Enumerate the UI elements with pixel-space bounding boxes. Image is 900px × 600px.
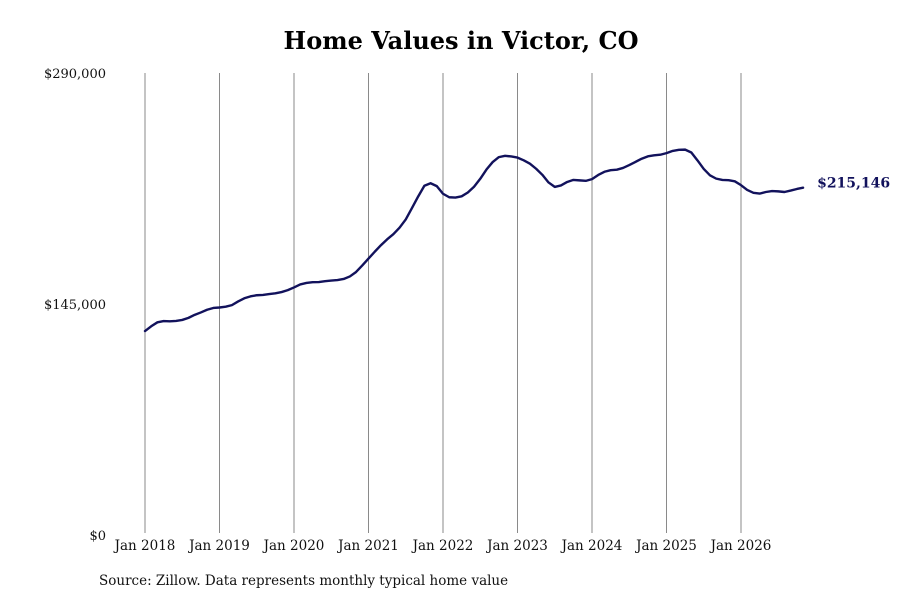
x-tick-label: Jan 2019 (187, 538, 250, 554)
x-tick-label: Jan 2025 (634, 538, 697, 554)
x-tick-label: Jan 2021 (336, 538, 399, 554)
x-tick-label: Jan 2024 (560, 538, 623, 554)
x-tick-label: Jan 2020 (262, 538, 325, 554)
series-line (143, 148, 805, 333)
x-tick-label: Jan 2018 (113, 538, 176, 554)
gridlines (144, 73, 742, 533)
x-tick-label: Jan 2023 (485, 538, 548, 554)
source-note: Source: Zillow. Data represents monthly … (99, 573, 509, 589)
end-value-label: $215,146 (817, 176, 890, 192)
y-tick-label: $145,000 (44, 298, 106, 313)
x-tick-label: Jan 2022 (411, 538, 474, 554)
y-tick-label: $290,000 (44, 67, 106, 82)
chart-title: Home Values in Victor, CO (283, 26, 639, 55)
y-tick-label: $0 (89, 529, 106, 544)
x-axis: Jan 2018 Jan 2019 Jan 2020 Jan 2021 Jan 2022… (113, 538, 772, 554)
y-axis: $290,000 $145,000 $0 (44, 67, 106, 544)
x-tick-label: Jan 2026 (709, 538, 772, 554)
